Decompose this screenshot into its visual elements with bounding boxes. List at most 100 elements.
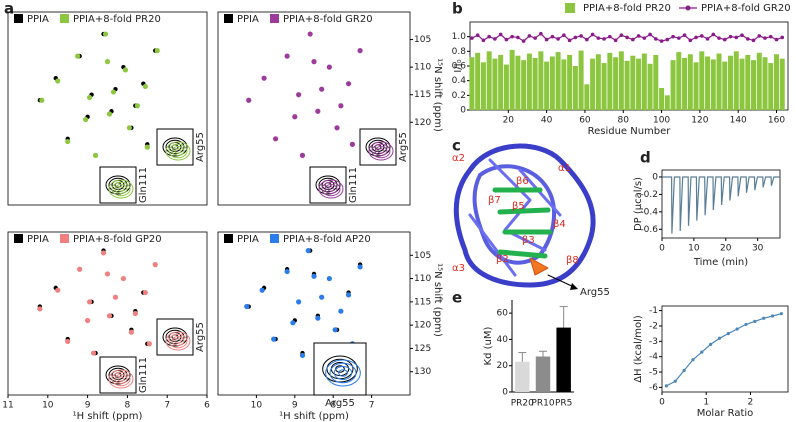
plot-frame [7,11,208,206]
data-point [705,37,710,41]
data-point [728,34,733,39]
data-point [590,32,595,37]
legend-swatch [60,234,69,243]
data-point [544,37,549,42]
peak [261,75,267,81]
x-tick-label: 7 [164,401,170,411]
peak [126,125,132,131]
residue-label: Arg55 [580,287,610,298]
data-point [682,368,686,373]
data-point [751,38,756,43]
inset-contour [105,365,131,385]
bar [636,58,642,110]
plot-frame [661,305,789,393]
inset-contour [318,179,344,199]
legend-swatch [270,14,279,23]
inset-contour [162,327,188,347]
bar [515,361,530,392]
y-tick-label: -0.2 [640,190,658,200]
data-point [602,37,606,41]
bar [751,60,757,110]
peak [326,275,332,282]
legend-label: PPIA [27,14,49,25]
bar [756,52,762,110]
data-point [654,37,658,41]
x-tick-label: 8 [125,401,131,411]
data-point [516,35,520,40]
bar [739,58,745,110]
inset-contour [168,333,188,349]
bar [716,53,722,110]
peak [271,336,277,342]
bar [774,54,779,110]
data-point [539,31,543,36]
peak [152,262,158,268]
bar [705,56,711,110]
ribbon [453,143,596,288]
highlight [529,257,549,276]
inset-contour [327,186,335,192]
data-point [487,34,491,39]
x-tick-label: PR10 [531,399,554,409]
data-point [664,384,669,388]
inset-label: Gln111 [138,167,149,203]
peak [299,352,306,359]
y-tick-label: 0.6 [452,62,467,72]
panel-letter: d [640,149,651,167]
peak [90,350,97,356]
peak [326,64,332,70]
bar [768,63,774,110]
legend-marker [685,5,691,11]
bar [687,54,693,110]
inset-contour [108,177,128,193]
inset-contour [329,362,357,384]
inset-label: Arg55 [325,398,355,409]
data-point [665,37,670,42]
peak [292,114,298,120]
inset-contour [174,338,182,344]
data-point [527,34,532,38]
bar [526,53,532,110]
peak [244,303,250,310]
inset-contour [368,141,394,161]
peak [296,92,302,98]
bar [521,60,527,110]
x-tick-label: 10 [251,401,263,411]
legend-label: PPIA [27,234,49,245]
peak [334,125,340,131]
inset-contour [108,367,128,383]
beta-strand [492,187,553,259]
legend-swatch [224,234,233,243]
data-point [585,37,589,42]
peak [104,271,111,277]
data-point [625,35,629,40]
data-point [642,36,647,40]
x-tick-label: 7 [369,401,375,411]
bar [556,327,571,392]
peak [315,108,321,114]
bar [722,61,728,110]
data-point [673,379,677,383]
peak [284,268,290,275]
structure-label: β4 [553,219,566,230]
bar [624,60,630,110]
data-point [699,34,704,38]
inset-contour [117,186,125,192]
peak [319,86,325,92]
y-tick-label: 125 [414,344,431,354]
x-tick-label: 20 [720,244,732,254]
data-point [504,37,509,42]
x-tick-label: 0 [659,244,665,254]
peak [142,83,148,90]
legend-label: PPIA+8-fold PR20 [73,14,161,25]
x-tick-label: 160 [768,116,785,126]
data-point [688,38,693,43]
peak [349,141,355,147]
peak [110,89,117,95]
y-tick-label: 0.2 [452,91,466,101]
bar [578,50,584,110]
bar [475,52,481,110]
y-tick-label: -1 [649,306,658,316]
x-tick-label: 40 [541,116,553,126]
peak [104,59,111,65]
